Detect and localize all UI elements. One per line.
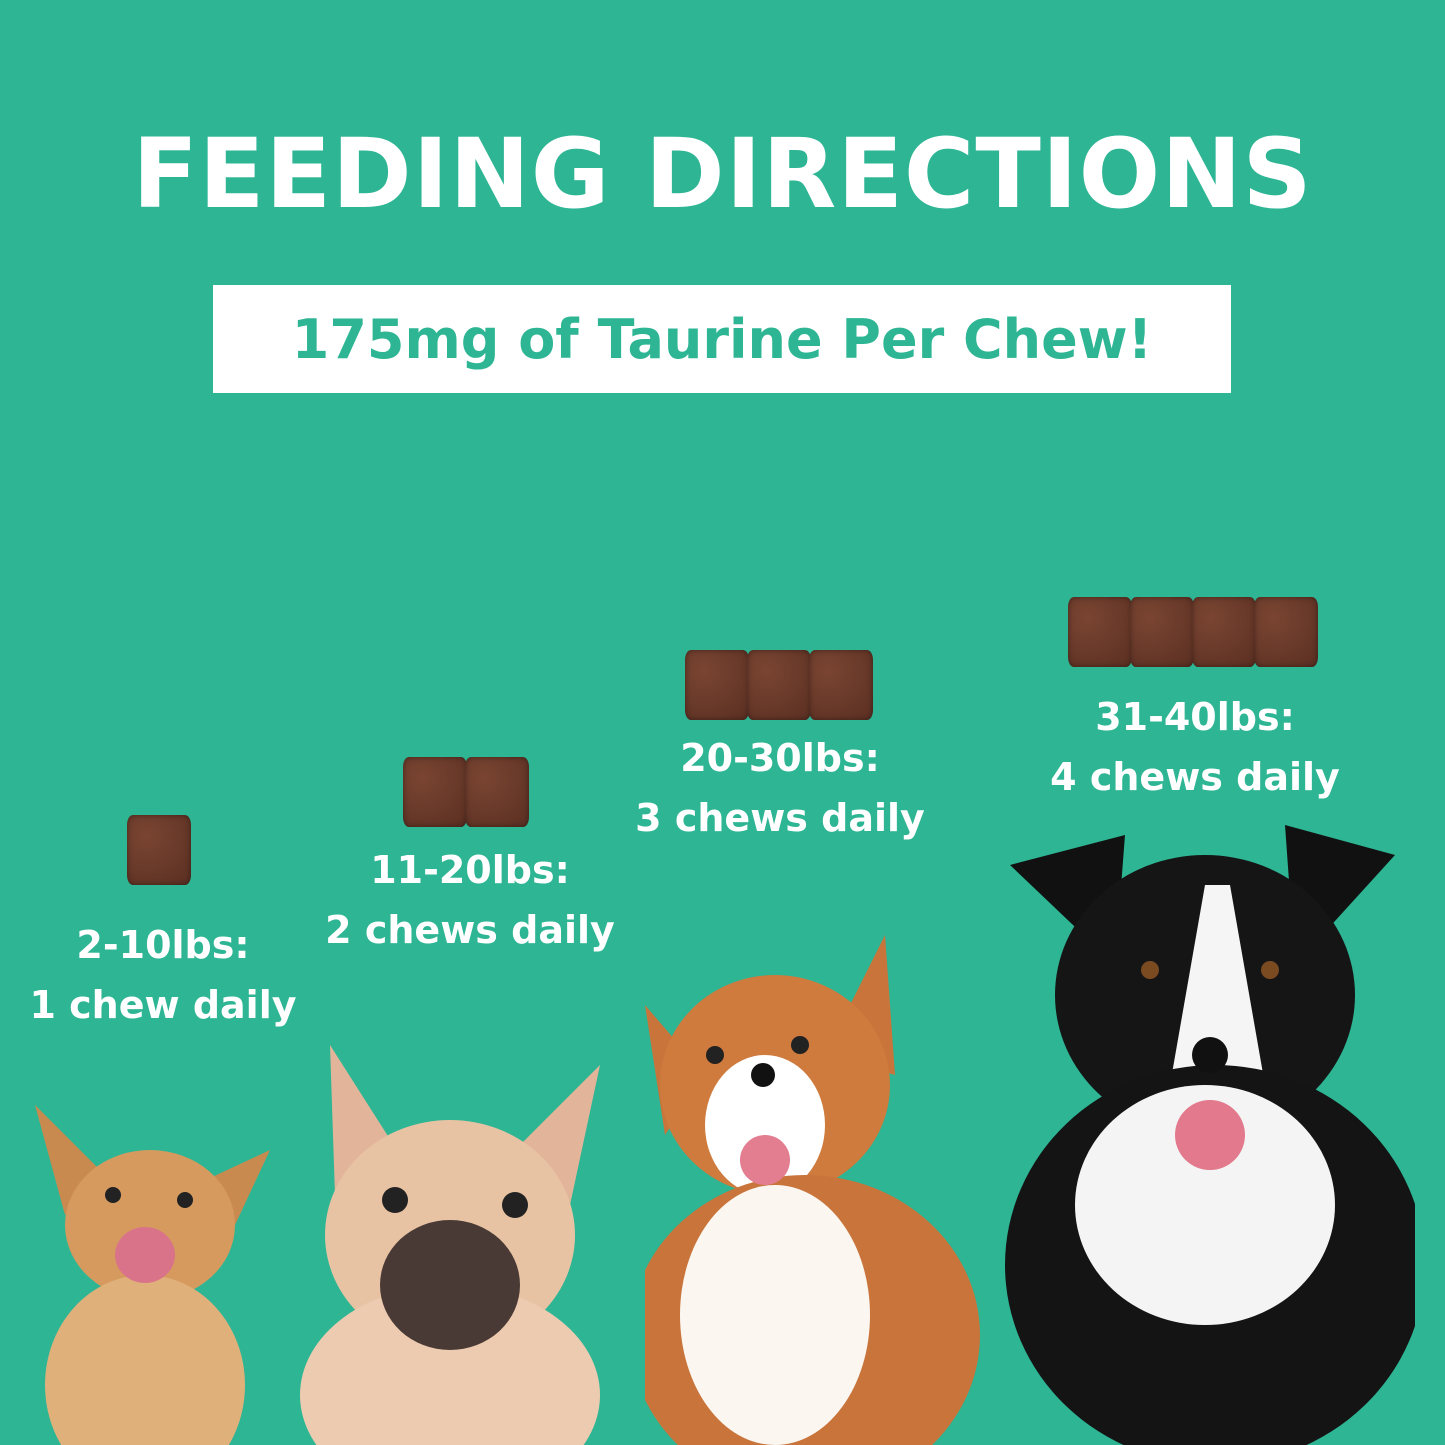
chew-icon <box>127 815 191 885</box>
chew-icon <box>1192 597 1256 667</box>
tier-3-weight: 20-30lbs: <box>680 736 880 780</box>
tier-1-dose: 1 chew daily <box>29 983 297 1027</box>
chew-icon <box>1068 597 1132 667</box>
tier-2-dose: 2 chews daily <box>325 908 615 952</box>
french-bulldog-image <box>300 1045 600 1445</box>
subtitle-text: 175mg of Taurine Per Chew! <box>291 307 1153 371</box>
chews-tier-1 <box>127 815 191 885</box>
tier-3-dose: 3 chews daily <box>635 796 925 840</box>
chihuahua-image <box>35 1105 270 1445</box>
tier-1-weight: 2-10lbs: <box>76 923 250 967</box>
tier-1-label: 2-10lbs: 1 chew daily <box>0 915 373 1035</box>
chew-icon <box>1254 597 1318 667</box>
border-collie-image <box>1005 825 1415 1445</box>
chew-icon <box>465 757 529 827</box>
chews-tier-4 <box>1068 597 1318 667</box>
chew-icon <box>747 650 811 720</box>
tier-3-label: 20-30lbs: 3 chews daily <box>570 728 990 848</box>
tier-2-weight: 11-20lbs: <box>370 848 570 892</box>
tier-4-weight: 31-40lbs: <box>1095 695 1295 739</box>
tier-4-dose: 4 chews daily <box>1050 755 1340 799</box>
chew-icon <box>685 650 749 720</box>
chew-icon <box>1130 597 1194 667</box>
chews-tier-2 <box>403 757 529 827</box>
chew-icon <box>809 650 873 720</box>
page-title: FEEDING DIRECTIONS <box>132 118 1313 230</box>
chews-tier-3 <box>685 650 873 720</box>
subtitle-banner: 175mg of Taurine Per Chew! <box>213 285 1231 393</box>
tier-4-label: 31-40lbs: 4 chews daily <box>985 687 1405 807</box>
chew-icon <box>403 757 467 827</box>
corgi-image <box>645 935 980 1445</box>
tier-2-label: 11-20lbs: 2 chews daily <box>260 840 680 960</box>
